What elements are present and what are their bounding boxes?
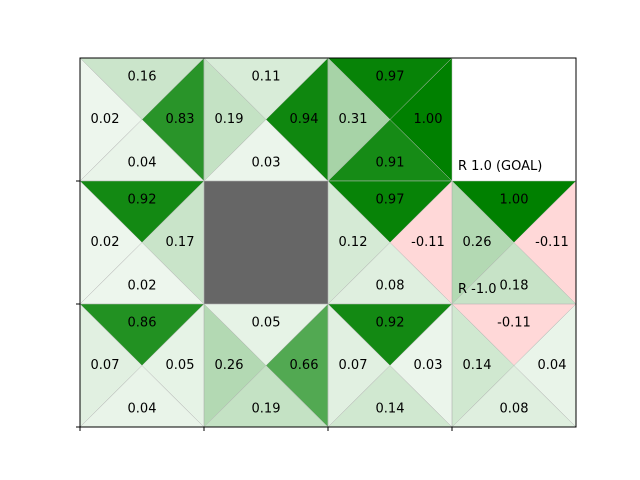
q-value-left: 0.31 xyxy=(339,112,368,127)
q-value-left: 0.12 xyxy=(339,235,368,250)
grid-cell: 0.97 1.00 0.91 0.31 xyxy=(327,57,453,182)
q-value-up: 1.00 xyxy=(500,193,529,208)
terminal-reward-label: R -1.0 xyxy=(458,282,497,297)
grid-cell: 0.97 -0.11 0.08 0.12 xyxy=(327,180,453,305)
q-value-up: 0.11 xyxy=(252,70,281,85)
q-value-down: 0.08 xyxy=(500,402,529,417)
q-value-right: 0.94 xyxy=(290,112,319,127)
q-value-right: 0.83 xyxy=(166,112,195,127)
q-value-left: 0.02 xyxy=(91,235,120,250)
q-value-down: 0.04 xyxy=(128,402,157,417)
q-value-down: 0.18 xyxy=(500,279,529,294)
q-value-down: 0.03 xyxy=(252,156,281,171)
q-value-right: 0.66 xyxy=(290,358,319,373)
q-value-left: 0.26 xyxy=(463,235,492,250)
q-value-down: 0.19 xyxy=(252,402,281,417)
q-value-up: 0.86 xyxy=(128,316,157,331)
q-value-down: 0.91 xyxy=(376,156,405,171)
q-triangle-left xyxy=(203,303,267,428)
terminal-reward-label: R 1.0 (GOAL) xyxy=(458,159,542,174)
q-triangle-left xyxy=(327,303,391,428)
q-triangle-left xyxy=(451,180,515,305)
q-value-up: 0.16 xyxy=(128,70,157,85)
q-triangle-left xyxy=(327,57,391,182)
grid-cell: 0.05 0.66 0.19 0.26 xyxy=(203,303,329,428)
q-value-left: 0.26 xyxy=(215,358,244,373)
q-value-up: 0.05 xyxy=(252,316,281,331)
q-value-left: 0.07 xyxy=(91,358,120,373)
q-triangle-left xyxy=(451,303,515,428)
wall-cell xyxy=(203,180,329,305)
grid-cell: 0.92 0.03 0.14 0.07 xyxy=(327,303,453,428)
q-value-up: 0.92 xyxy=(376,316,405,331)
grid-cell: 1.00 -0.11 0.18 0.26 xyxy=(451,180,577,305)
grid-cell: 0.92 0.17 0.02 0.02 xyxy=(79,180,205,305)
q-value-up: 0.97 xyxy=(376,193,405,208)
grid-cell: 0.11 0.94 0.03 0.19 xyxy=(203,57,329,182)
q-value-down: 0.08 xyxy=(376,279,405,294)
q-value-up: -0.11 xyxy=(497,316,531,331)
terminal-labels-layer: R 1.0 (GOAL) R -1.0 xyxy=(458,159,542,297)
grid-cell: -0.11 0.04 0.08 0.14 xyxy=(451,303,577,428)
axis-ticks xyxy=(76,180,453,431)
q-value-right: 0.03 xyxy=(414,358,443,373)
q-value-left: 0.19 xyxy=(215,112,244,127)
q-value-up: 0.92 xyxy=(128,193,157,208)
q-value-right: 0.05 xyxy=(166,358,195,373)
q-value-left: 0.02 xyxy=(91,112,120,127)
q-value-down: 0.02 xyxy=(128,279,157,294)
grid-cell: 0.16 0.83 0.04 0.02 xyxy=(79,57,205,182)
q-triangle-left xyxy=(203,57,267,182)
q-value-right: 1.00 xyxy=(414,112,443,127)
q-value-right: -0.11 xyxy=(535,235,569,250)
q-value-up: 0.97 xyxy=(376,70,405,85)
q-value-right: 0.17 xyxy=(166,235,195,250)
q-value-down: 0.14 xyxy=(376,402,405,417)
q-value-left: 0.14 xyxy=(463,358,492,373)
grid-cell: 0.86 0.05 0.04 0.07 xyxy=(79,303,205,428)
q-value-down: 0.04 xyxy=(128,156,157,171)
q-value-right: 0.04 xyxy=(538,358,567,373)
cells-layer: 0.16 0.83 0.04 0.02 0.11 0.94 0.03 0.19 0.97 1.00… xyxy=(79,57,577,428)
q-value-right: -0.11 xyxy=(411,235,445,250)
q-value-left: 0.07 xyxy=(339,358,368,373)
